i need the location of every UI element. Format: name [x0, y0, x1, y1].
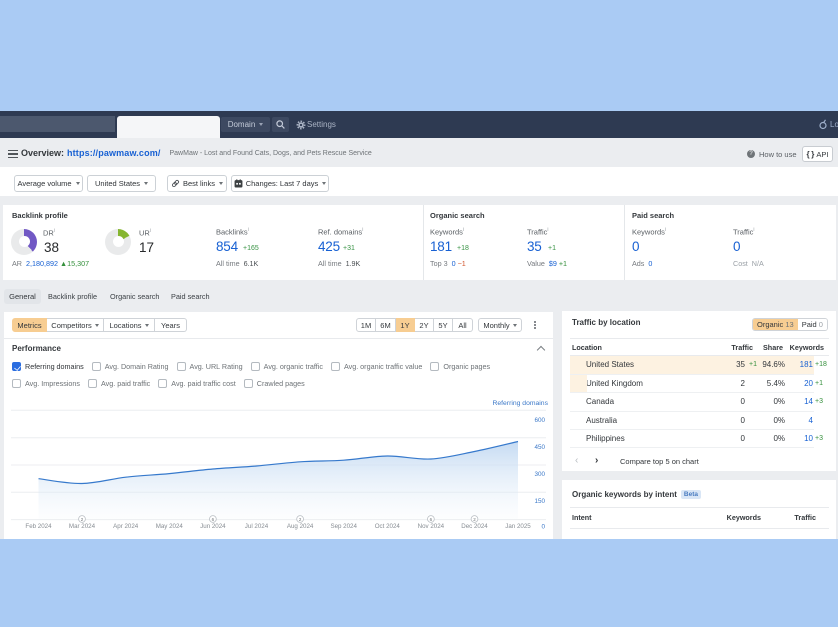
svg-text:Dec 2024: Dec 2024	[461, 523, 488, 530]
svg-text:6: 6	[212, 517, 215, 522]
svg-text:300: 300	[534, 471, 545, 478]
svg-text:2: 2	[299, 517, 302, 522]
svg-text:Sep 2024: Sep 2024	[330, 523, 357, 530]
svg-text:Oct 2024: Oct 2024	[375, 523, 401, 530]
svg-text:Jun 2024: Jun 2024	[200, 523, 226, 530]
svg-text:Feb 2024: Feb 2024	[25, 523, 52, 530]
svg-text:May 2024: May 2024	[156, 523, 184, 530]
svg-text:Aug 2024: Aug 2024	[287, 523, 314, 530]
svg-text:Jan 2025: Jan 2025	[505, 523, 531, 530]
svg-text:Mar 2024: Mar 2024	[69, 523, 96, 530]
svg-text:0: 0	[541, 524, 545, 531]
svg-text:450: 450	[534, 444, 545, 451]
svg-text:Apr 2024: Apr 2024	[113, 523, 139, 530]
svg-text:Nov 2024: Nov 2024	[418, 523, 445, 530]
svg-text:600: 600	[534, 417, 545, 424]
svg-text:Jul 2024: Jul 2024	[245, 523, 269, 530]
svg-text:2: 2	[81, 517, 84, 522]
svg-text:Referring domains: Referring domains	[492, 400, 548, 407]
svg-text:2: 2	[473, 517, 476, 522]
svg-text:6: 6	[430, 517, 433, 522]
svg-text:150: 150	[534, 498, 545, 505]
